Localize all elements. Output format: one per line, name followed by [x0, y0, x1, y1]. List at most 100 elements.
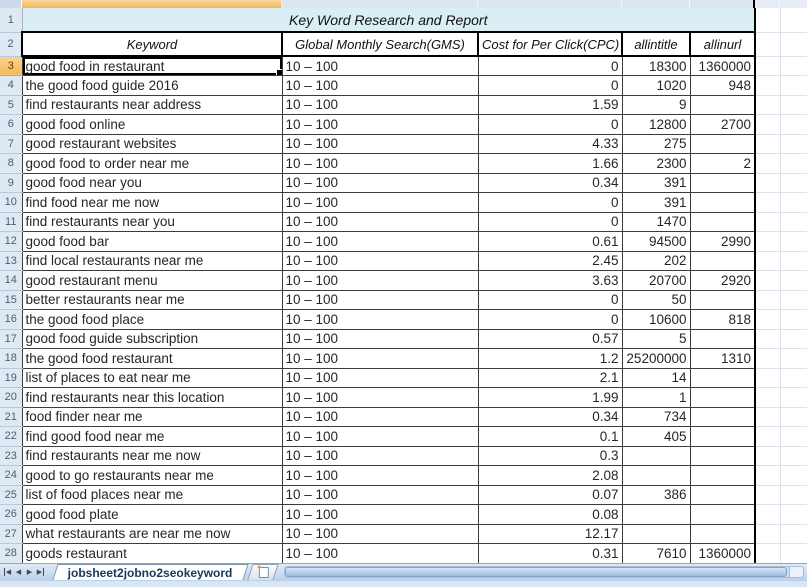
empty-cell[interactable] [779, 192, 807, 213]
cell-cpc[interactable]: 0 [477, 192, 623, 213]
cell-keyword[interactable]: the good food guide 2016 [21, 75, 283, 96]
cell-allintitle[interactable]: 1470 [621, 211, 691, 232]
column-header-d[interactable] [622, 0, 690, 8]
cell-gms[interactable]: 10 – 100 [281, 543, 479, 563]
cell-allinurl[interactable] [689, 406, 756, 427]
cell-keyword[interactable]: find restaurants near this location [21, 387, 283, 408]
row-number[interactable]: 27 [0, 524, 22, 544]
cell-allinurl[interactable]: 2990 [689, 231, 756, 252]
empty-cell[interactable] [779, 251, 807, 271]
empty-cell[interactable] [754, 8, 781, 33]
cell-keyword[interactable]: good food in restaurant [21, 55, 283, 76]
cell-gms[interactable]: 10 – 100 [281, 94, 479, 115]
row-number[interactable]: 14 [0, 270, 22, 291]
cell-allinurl[interactable] [689, 387, 756, 408]
cell-allintitle[interactable]: 275 [621, 133, 691, 154]
previous-sheet-button[interactable]: ◀ [15, 569, 22, 576]
select-all-corner[interactable] [0, 0, 22, 8]
cell-gms[interactable]: 10 – 100 [281, 55, 479, 76]
column-header-a-selected[interactable] [22, 0, 282, 8]
cell-keyword[interactable]: good food online [21, 114, 283, 135]
cell-gms[interactable]: 10 – 100 [281, 348, 479, 369]
cell-cpc[interactable]: 0.34 [477, 406, 623, 427]
empty-cell[interactable] [754, 368, 781, 388]
cell-gms[interactable]: 10 – 100 [281, 406, 479, 427]
row-number[interactable]: 25 [0, 485, 22, 505]
cell-keyword[interactable]: find restaurants near address [21, 94, 283, 115]
cell-allinurl[interactable] [689, 484, 756, 505]
cell-allinurl[interactable] [689, 426, 756, 447]
row-number[interactable]: 18 [0, 348, 22, 369]
empty-cell[interactable] [779, 8, 807, 33]
row-number[interactable]: 16 [0, 309, 22, 330]
cell-keyword[interactable]: good food to order near me [21, 153, 283, 174]
empty-cell[interactable] [754, 329, 781, 349]
empty-cell[interactable] [779, 465, 807, 486]
cell-allintitle[interactable]: 10600 [621, 309, 691, 330]
cell-cpc[interactable]: 1.66 [477, 153, 623, 174]
cell-keyword[interactable]: good food plate [21, 504, 283, 525]
empty-cell[interactable] [754, 426, 781, 447]
cell-allinurl[interactable]: 1360000 [689, 55, 756, 76]
empty-cell[interactable] [779, 543, 807, 563]
cell-allintitle[interactable]: 2300 [621, 153, 691, 174]
cell-allinurl[interactable] [689, 367, 756, 388]
row-number[interactable]: 24 [0, 465, 22, 486]
cell-allintitle[interactable] [621, 465, 691, 486]
cell-cpc[interactable]: 0 [477, 211, 623, 232]
cell-gms[interactable]: 10 – 100 [281, 309, 479, 330]
cell-allinurl[interactable] [689, 465, 756, 486]
column-header-keyword[interactable]: Keyword [21, 31, 283, 57]
column-header-f[interactable] [755, 0, 780, 8]
cell-gms[interactable]: 10 – 100 [281, 211, 479, 232]
cell-keyword[interactable]: find restaurants near you [21, 211, 283, 232]
empty-cell[interactable] [754, 212, 781, 232]
cell-cpc[interactable]: 0 [477, 75, 623, 96]
cell-allinurl[interactable]: 948 [689, 75, 756, 96]
cell-allinurl[interactable]: 818 [689, 309, 756, 330]
cell-allintitle[interactable]: 391 [621, 192, 691, 213]
cell-gms[interactable]: 10 – 100 [281, 231, 479, 252]
next-sheet-button[interactable]: ▶ [26, 569, 33, 576]
cell-allintitle[interactable]: 94500 [621, 231, 691, 252]
cell-allintitle[interactable] [621, 504, 691, 525]
cell-allinurl[interactable] [689, 133, 756, 154]
empty-cell[interactable] [754, 387, 781, 408]
cell-allinurl[interactable] [689, 328, 756, 349]
cell-allinurl[interactable] [689, 523, 756, 544]
empty-cell[interactable] [779, 485, 807, 505]
cell-cpc[interactable]: 1.2 [477, 348, 623, 369]
empty-cell[interactable] [754, 95, 781, 115]
cell-cpc[interactable]: 0 [477, 289, 623, 310]
empty-cell[interactable] [754, 251, 781, 271]
cell-cpc[interactable]: 2.45 [477, 250, 623, 271]
cell-cpc[interactable]: 2.08 [477, 465, 623, 486]
empty-cell[interactable] [779, 114, 807, 135]
empty-cell[interactable] [754, 485, 781, 505]
cell-gms[interactable]: 10 – 100 [281, 367, 479, 388]
row-number[interactable]: 17 [0, 329, 22, 349]
cell-gms[interactable]: 10 – 100 [281, 153, 479, 174]
empty-cell[interactable] [779, 329, 807, 349]
cell-allinurl[interactable] [689, 211, 756, 232]
cell-allintitle[interactable]: 18300 [621, 55, 691, 76]
empty-cell[interactable] [754, 32, 781, 57]
cell-gms[interactable]: 10 – 100 [281, 172, 479, 193]
first-sheet-button[interactable]: ◀ [3, 568, 12, 576]
cell-keyword[interactable]: better restaurants near me [21, 289, 283, 310]
empty-cell[interactable] [779, 134, 807, 154]
cell-keyword[interactable]: find restaurants near me now [21, 445, 283, 466]
empty-cell[interactable] [779, 407, 807, 427]
column-header-allintitle[interactable]: allintitle [621, 31, 691, 57]
empty-cell[interactable] [779, 56, 807, 76]
cell-keyword[interactable]: good food near you [21, 172, 283, 193]
empty-cell[interactable] [754, 290, 781, 310]
sheet-title[interactable]: Key Word Research and Report [21, 8, 756, 33]
empty-cell[interactable] [754, 309, 781, 330]
cell-cpc[interactable]: 3.63 [477, 270, 623, 291]
cell-allintitle[interactable] [621, 445, 691, 466]
column-header-cpc[interactable]: Cost for Per Click(CPC) [477, 31, 623, 57]
cell-gms[interactable]: 10 – 100 [281, 504, 479, 525]
cell-gms[interactable]: 10 – 100 [281, 426, 479, 447]
cell-cpc[interactable]: 0.1 [477, 426, 623, 447]
